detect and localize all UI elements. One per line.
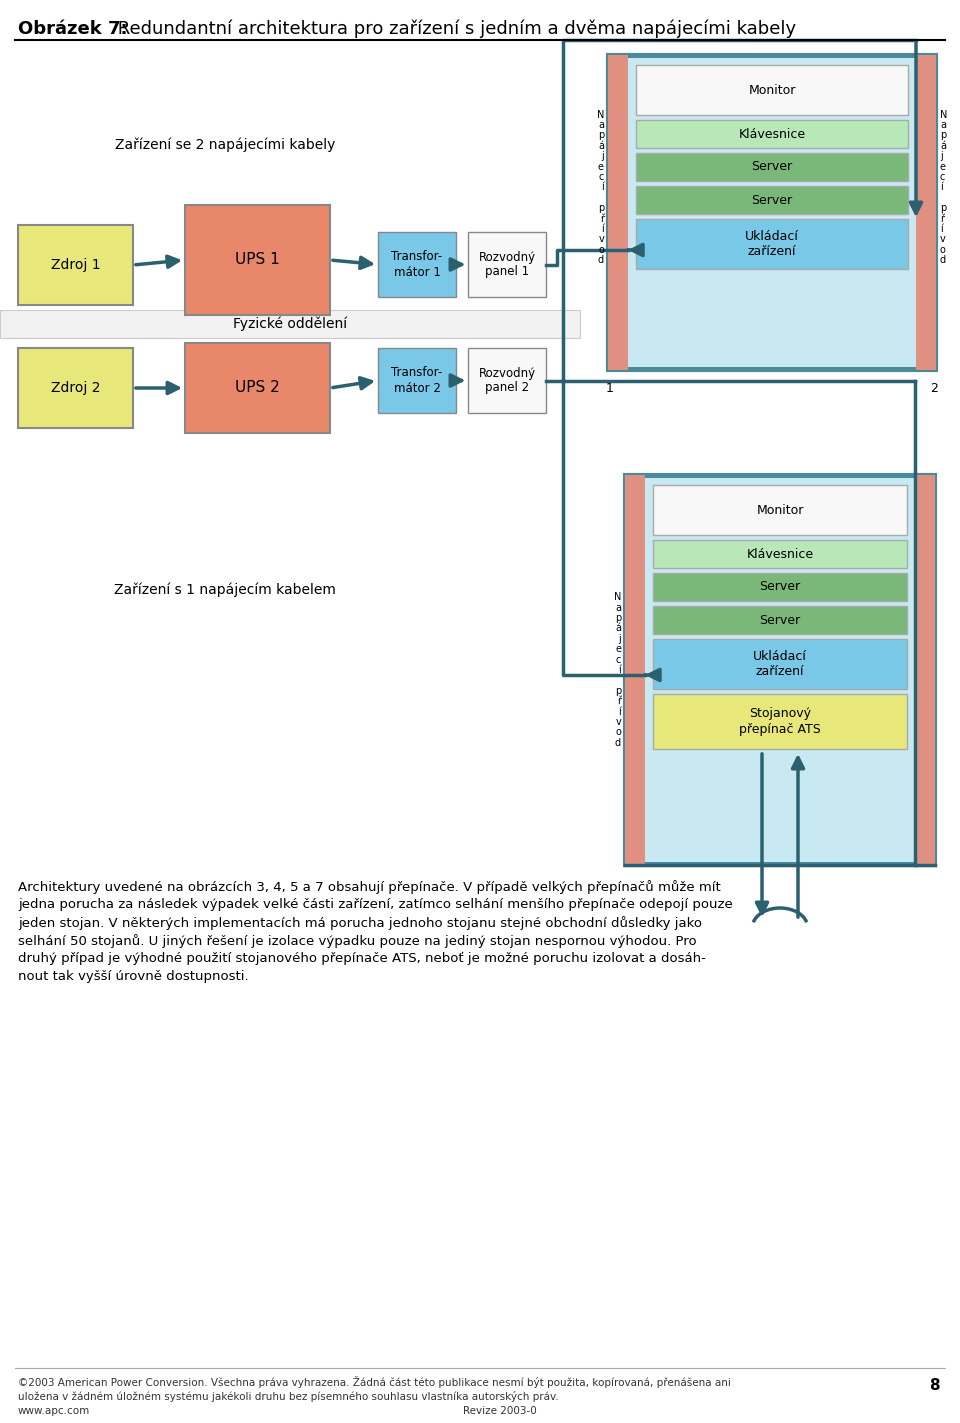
FancyBboxPatch shape bbox=[636, 219, 908, 269]
Text: 1: 1 bbox=[606, 381, 614, 396]
Text: www.apc.com: www.apc.com bbox=[18, 1406, 90, 1416]
Text: Klávesnice: Klávesnice bbox=[738, 128, 805, 141]
Text: 2: 2 bbox=[930, 381, 938, 396]
FancyBboxPatch shape bbox=[378, 232, 456, 297]
Text: Fyzické oddělení: Fyzické oddělení bbox=[233, 317, 348, 332]
FancyBboxPatch shape bbox=[645, 478, 915, 862]
FancyBboxPatch shape bbox=[625, 475, 935, 865]
Text: Revize 2003-0: Revize 2003-0 bbox=[463, 1406, 537, 1416]
Text: 8: 8 bbox=[929, 1377, 940, 1393]
FancyBboxPatch shape bbox=[653, 539, 907, 568]
Text: Server: Server bbox=[759, 613, 801, 626]
Text: UPS 1: UPS 1 bbox=[235, 252, 280, 268]
Text: N
a
p
á
j
e
c
í
 
p
ř
í
v
o
d: N a p á j e c í p ř í v o d bbox=[613, 592, 621, 748]
Text: Server: Server bbox=[759, 581, 801, 593]
Text: Ukládací
zařízení: Ukládací zařízení bbox=[753, 650, 807, 677]
Text: Transfor-
mátor 2: Transfor- mátor 2 bbox=[392, 367, 443, 394]
Text: Transfor-
mátor 1: Transfor- mátor 1 bbox=[392, 250, 443, 279]
Text: Zařízení se 2 napájecími kabely: Zařízení se 2 napájecími kabely bbox=[115, 138, 335, 152]
Text: Zařízení s 1 napájecím kabelem: Zařízení s 1 napájecím kabelem bbox=[114, 583, 336, 598]
Text: N
a
p
á
j
e
c
í
 
p
ř
í
v
o
d: N a p á j e c í p ř í v o d bbox=[596, 110, 604, 265]
FancyBboxPatch shape bbox=[628, 58, 916, 367]
Text: Rozvodný
panel 2: Rozvodný panel 2 bbox=[478, 367, 536, 394]
FancyBboxPatch shape bbox=[653, 573, 907, 601]
FancyBboxPatch shape bbox=[468, 232, 546, 297]
Text: Klávesnice: Klávesnice bbox=[747, 548, 813, 561]
Text: nout tak vyšší úrovně dostupnosti.: nout tak vyšší úrovně dostupnosti. bbox=[18, 970, 249, 983]
FancyBboxPatch shape bbox=[18, 225, 133, 305]
Text: Monitor: Monitor bbox=[756, 504, 804, 517]
Text: Zdroj 2: Zdroj 2 bbox=[51, 381, 100, 396]
Text: Server: Server bbox=[752, 194, 793, 206]
FancyBboxPatch shape bbox=[653, 485, 907, 535]
Text: Zdroj 1: Zdroj 1 bbox=[51, 258, 100, 272]
Text: Stojanový
přepínač ATS: Stojanový přepínač ATS bbox=[739, 707, 821, 736]
Text: druhý případ je výhodné použití stojanového přepínače ATS, neboť je možné poruch: druhý případ je výhodné použití stojanov… bbox=[18, 952, 706, 965]
FancyBboxPatch shape bbox=[653, 694, 907, 748]
FancyBboxPatch shape bbox=[915, 475, 935, 865]
FancyBboxPatch shape bbox=[18, 349, 133, 428]
Text: Obrázek 7:: Obrázek 7: bbox=[18, 20, 128, 38]
Text: UPS 2: UPS 2 bbox=[235, 380, 280, 396]
Text: uložena v žádném úložném systému jakékoli druhu bez písemného souhlasu vlastníka: uložena v žádném úložném systému jakékol… bbox=[18, 1392, 559, 1402]
FancyBboxPatch shape bbox=[916, 55, 936, 370]
FancyBboxPatch shape bbox=[636, 154, 908, 181]
Text: N
a
p
á
j
e
c
í
 
p
ř
í
v
o
d: N a p á j e c í p ř í v o d bbox=[940, 110, 948, 265]
Text: Redundantní architektura pro zařízení s jedním a dvěma napájecími kabely: Redundantní architektura pro zařízení s … bbox=[112, 20, 796, 38]
Text: Server: Server bbox=[752, 161, 793, 174]
FancyBboxPatch shape bbox=[636, 120, 908, 148]
FancyBboxPatch shape bbox=[653, 639, 907, 689]
FancyBboxPatch shape bbox=[653, 606, 907, 635]
Text: ©2003 American Power Conversion. Všechna práva vyhrazena. Žádná část této publik: ©2003 American Power Conversion. Všechna… bbox=[18, 1376, 731, 1387]
FancyBboxPatch shape bbox=[378, 349, 456, 413]
Text: jedna porucha za následek výpadek velké části zařízení, zatímco selhání menšího : jedna porucha za následek výpadek velké … bbox=[18, 898, 732, 911]
Text: selhání 50 stojanů. U jiných řešení je izolace výpadku pouze na jediný stojan ne: selhání 50 stojanů. U jiných řešení je i… bbox=[18, 933, 697, 948]
FancyBboxPatch shape bbox=[185, 205, 330, 314]
Text: Rozvodný
panel 1: Rozvodný panel 1 bbox=[478, 250, 536, 279]
Text: Ukládací
zařízení: Ukládací zařízení bbox=[745, 231, 799, 258]
Text: Architektury uvedené na obrázcích 3, 4, 5 a 7 obsahují přepínače. V případě velk: Architektury uvedené na obrázcích 3, 4, … bbox=[18, 879, 721, 894]
Text: jeden stojan. V některých implementacích má porucha jednoho stojanu stejné obcho: jeden stojan. V některých implementacích… bbox=[18, 916, 702, 931]
FancyBboxPatch shape bbox=[625, 475, 645, 865]
FancyBboxPatch shape bbox=[185, 343, 330, 433]
FancyBboxPatch shape bbox=[608, 55, 628, 370]
FancyBboxPatch shape bbox=[468, 349, 546, 413]
FancyBboxPatch shape bbox=[608, 55, 936, 370]
Text: Monitor: Monitor bbox=[748, 84, 796, 97]
FancyBboxPatch shape bbox=[636, 65, 908, 115]
FancyBboxPatch shape bbox=[636, 186, 908, 213]
FancyBboxPatch shape bbox=[0, 310, 580, 339]
